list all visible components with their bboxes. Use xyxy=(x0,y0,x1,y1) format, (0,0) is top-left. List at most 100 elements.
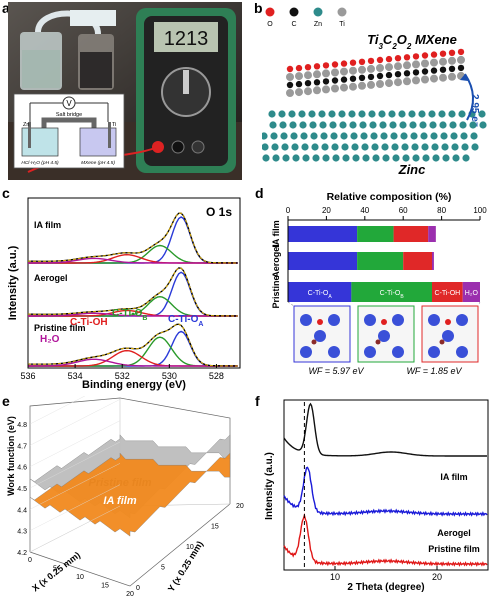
peak-labels: H₂O C-Ti-OH C-Ti-OB C-Ti-OA xyxy=(40,308,203,345)
zn-atom xyxy=(381,143,389,151)
zn-atom xyxy=(291,143,299,151)
ti-site xyxy=(328,314,340,326)
zn-atom xyxy=(261,143,269,151)
mxene-atom xyxy=(340,83,348,92)
ti-site xyxy=(364,346,376,358)
mxene-atom xyxy=(331,61,339,68)
mxene-atom xyxy=(358,81,366,90)
zn-atom xyxy=(270,132,278,140)
zn-atom xyxy=(318,110,326,118)
mxene-atom xyxy=(376,56,384,64)
zn-atom xyxy=(320,132,328,140)
electron-count: 2.95 e⁻ xyxy=(469,94,480,127)
mxene-atom xyxy=(412,53,420,60)
x-ticks: 10 20 xyxy=(330,566,442,582)
zn-atom xyxy=(271,143,279,151)
panel-e-chart: Pristine filmIA film 4.2 4.3 4.4 4.5 4.6 4.7 4… xyxy=(0,377,252,598)
x-axis-label: X (x 0.25 mm) xyxy=(30,550,82,594)
mxene-atom xyxy=(304,87,312,96)
zn-atom xyxy=(441,143,449,151)
mxene-atom xyxy=(394,55,402,62)
zn-atom xyxy=(431,143,439,151)
sample-label: Pristine film xyxy=(34,323,86,333)
x-tick-label: 536 xyxy=(20,371,35,381)
panel-label-b: b xyxy=(254,0,263,16)
mxene-atom xyxy=(295,72,303,81)
spectra: IA film Aerogel Pristine film xyxy=(27,212,238,367)
mxene-atom xyxy=(394,78,402,87)
mxene-atom xyxy=(376,80,384,88)
zn-atom xyxy=(469,121,477,129)
zn-atom xyxy=(378,110,386,118)
mxene-atom xyxy=(322,85,330,94)
x-tick-label: 20 xyxy=(322,206,331,215)
mxene-atom xyxy=(412,69,420,76)
zn-atom xyxy=(268,110,276,118)
y-tick-label: 15 xyxy=(211,524,219,531)
bar-h2o xyxy=(428,226,436,242)
mxene-atom xyxy=(367,57,375,65)
panel-label-a: a xyxy=(2,0,10,16)
mxene-atom xyxy=(385,71,393,79)
zn-atom xyxy=(379,121,387,129)
structure-illustration: O C Zn Ti Ti3C2O2 MXene 2.95 e⁻ Zinc xyxy=(260,7,487,177)
xps-chart: O 1s IA film Aerogel Pristine film H₂O C-Ti… xyxy=(7,197,241,391)
o-site xyxy=(381,319,387,325)
peak-label: C-Ti-OA xyxy=(168,314,203,328)
zn-atom xyxy=(448,110,456,118)
series-label: IA film xyxy=(440,472,467,482)
mxene-atom xyxy=(349,75,357,82)
zn-atom xyxy=(301,143,309,151)
mxene-atom xyxy=(313,70,321,79)
category-label: Pristine xyxy=(271,275,281,308)
mxene-atom xyxy=(295,80,303,88)
zn-electrode-label: Zn xyxy=(23,122,29,128)
zn-atom xyxy=(430,132,438,140)
bar-label: C-Ti-OA xyxy=(308,290,333,300)
left-cell-label: HCl-H₂O (pH 4.5) xyxy=(21,160,59,166)
zn-atom xyxy=(402,154,410,162)
mxene-atom xyxy=(421,59,429,68)
mxene-atom xyxy=(286,73,294,81)
peak-label: C-Ti-OB xyxy=(112,308,147,322)
mxene-atom xyxy=(331,84,339,93)
zn-atom xyxy=(439,121,447,129)
bar-label: C-Ti-OB xyxy=(380,290,405,300)
structure-insets xyxy=(287,301,481,363)
x-axis-label: Binding energy (eV) xyxy=(82,379,186,391)
zn-atom xyxy=(398,110,406,118)
zn-atom xyxy=(321,143,329,151)
zn-atom xyxy=(388,110,396,118)
zn-atom xyxy=(332,154,340,162)
chart-title: O 1s xyxy=(206,205,232,219)
zn-atom xyxy=(272,154,280,162)
ti-site xyxy=(456,346,468,358)
zn-atom xyxy=(298,110,306,118)
zn-atom xyxy=(442,154,450,162)
x-tick-label: 10 xyxy=(330,572,340,582)
mxene-atom xyxy=(439,57,447,66)
zn-atom xyxy=(389,121,397,129)
zn-atom xyxy=(370,132,378,140)
mxene-atom xyxy=(412,76,420,85)
zn-atom xyxy=(361,143,369,151)
bar-c-ti-oh xyxy=(432,282,463,302)
ti-site xyxy=(392,314,404,326)
legend-dot-zn xyxy=(313,7,323,17)
panel-d-chart: Relative composition (%) 0 20 40 60 80 100 C-… xyxy=(254,188,492,388)
xrd-chart: IA film Aerogel Pristine film 10 20 2 Theta… xyxy=(264,399,489,593)
legend-label-zn: Zn xyxy=(314,21,322,28)
zn-atom xyxy=(450,132,458,140)
x-tick-label: 530 xyxy=(162,371,177,381)
ti-site xyxy=(442,330,454,342)
zn-atom xyxy=(410,132,418,140)
z-axis-label: Work function (eV) xyxy=(6,416,16,496)
panel-b: O C Zn Ti Ti3C2O2 MXene 2.95 e⁻ Zinc xyxy=(260,2,490,182)
meter-screen xyxy=(154,22,218,52)
zinc-label: Zinc xyxy=(398,162,426,177)
zn-atom xyxy=(409,121,417,129)
zn-atom xyxy=(422,154,430,162)
surface-ia-film xyxy=(29,452,231,537)
spectrum-aerogel xyxy=(27,267,238,317)
x-ticks: 536 534 532 530 528 xyxy=(20,364,224,381)
